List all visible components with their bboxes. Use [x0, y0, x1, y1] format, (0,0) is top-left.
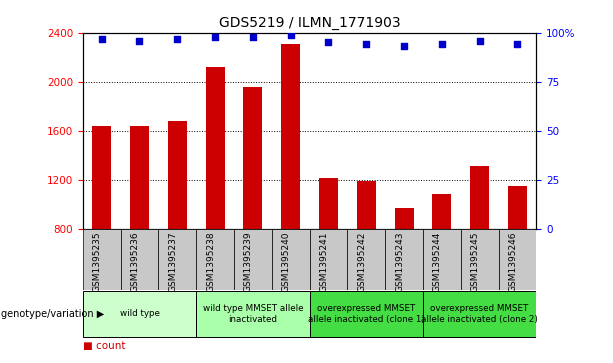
- Bar: [461, 229, 498, 290]
- Bar: [432, 195, 451, 229]
- Bar: [508, 187, 527, 229]
- Point: [324, 40, 333, 45]
- Text: genotype/variation ▶: genotype/variation ▶: [1, 309, 104, 319]
- Bar: [83, 291, 196, 337]
- Title: GDS5219 / ILMN_1771903: GDS5219 / ILMN_1771903: [219, 16, 400, 30]
- Text: GSM1395238: GSM1395238: [206, 232, 215, 293]
- Bar: [196, 229, 234, 290]
- Text: GSM1395235: GSM1395235: [93, 232, 102, 293]
- Bar: [168, 121, 187, 229]
- Point: [134, 38, 145, 44]
- Point: [172, 36, 182, 41]
- Bar: [83, 229, 121, 290]
- Bar: [205, 67, 224, 229]
- Bar: [357, 181, 376, 229]
- Point: [399, 44, 409, 49]
- Text: GSM1395239: GSM1395239: [244, 232, 253, 293]
- Bar: [348, 229, 385, 290]
- Bar: [234, 229, 272, 290]
- Text: wild type: wild type: [120, 310, 159, 318]
- Bar: [423, 229, 461, 290]
- Bar: [281, 44, 300, 229]
- Text: overexpressed MMSET
allele inactivated (clone 2): overexpressed MMSET allele inactivated (…: [421, 304, 538, 324]
- Text: GSM1395243: GSM1395243: [395, 232, 404, 292]
- Bar: [385, 229, 423, 290]
- Point: [475, 38, 485, 44]
- Point: [512, 41, 522, 47]
- Point: [437, 41, 447, 47]
- Bar: [470, 166, 489, 229]
- Bar: [272, 229, 310, 290]
- Text: GSM1395236: GSM1395236: [131, 232, 139, 293]
- Text: ■ count: ■ count: [83, 341, 125, 351]
- Point: [248, 34, 257, 40]
- Bar: [121, 229, 158, 290]
- Bar: [310, 229, 348, 290]
- Bar: [498, 229, 536, 290]
- Text: GSM1395245: GSM1395245: [471, 232, 480, 292]
- Text: GSM1395237: GSM1395237: [168, 232, 177, 293]
- Point: [97, 36, 107, 41]
- Text: GSM1395240: GSM1395240: [281, 232, 291, 292]
- Point: [210, 34, 220, 40]
- Text: GSM1395246: GSM1395246: [508, 232, 517, 292]
- Bar: [395, 208, 414, 229]
- Text: GSM1395244: GSM1395244: [433, 232, 442, 292]
- Bar: [130, 126, 149, 229]
- Bar: [92, 126, 111, 229]
- Text: overexpressed MMSET
allele inactivated (clone 1): overexpressed MMSET allele inactivated (…: [308, 304, 425, 324]
- Bar: [319, 178, 338, 229]
- Text: GSM1395242: GSM1395242: [357, 232, 366, 292]
- Bar: [158, 229, 196, 290]
- Bar: [196, 291, 310, 337]
- Point: [286, 32, 295, 37]
- Text: GSM1395241: GSM1395241: [319, 232, 329, 292]
- Point: [361, 41, 371, 47]
- Bar: [423, 291, 536, 337]
- Bar: [310, 291, 423, 337]
- Text: wild type MMSET allele
inactivated: wild type MMSET allele inactivated: [203, 304, 303, 324]
- Bar: [243, 87, 262, 229]
